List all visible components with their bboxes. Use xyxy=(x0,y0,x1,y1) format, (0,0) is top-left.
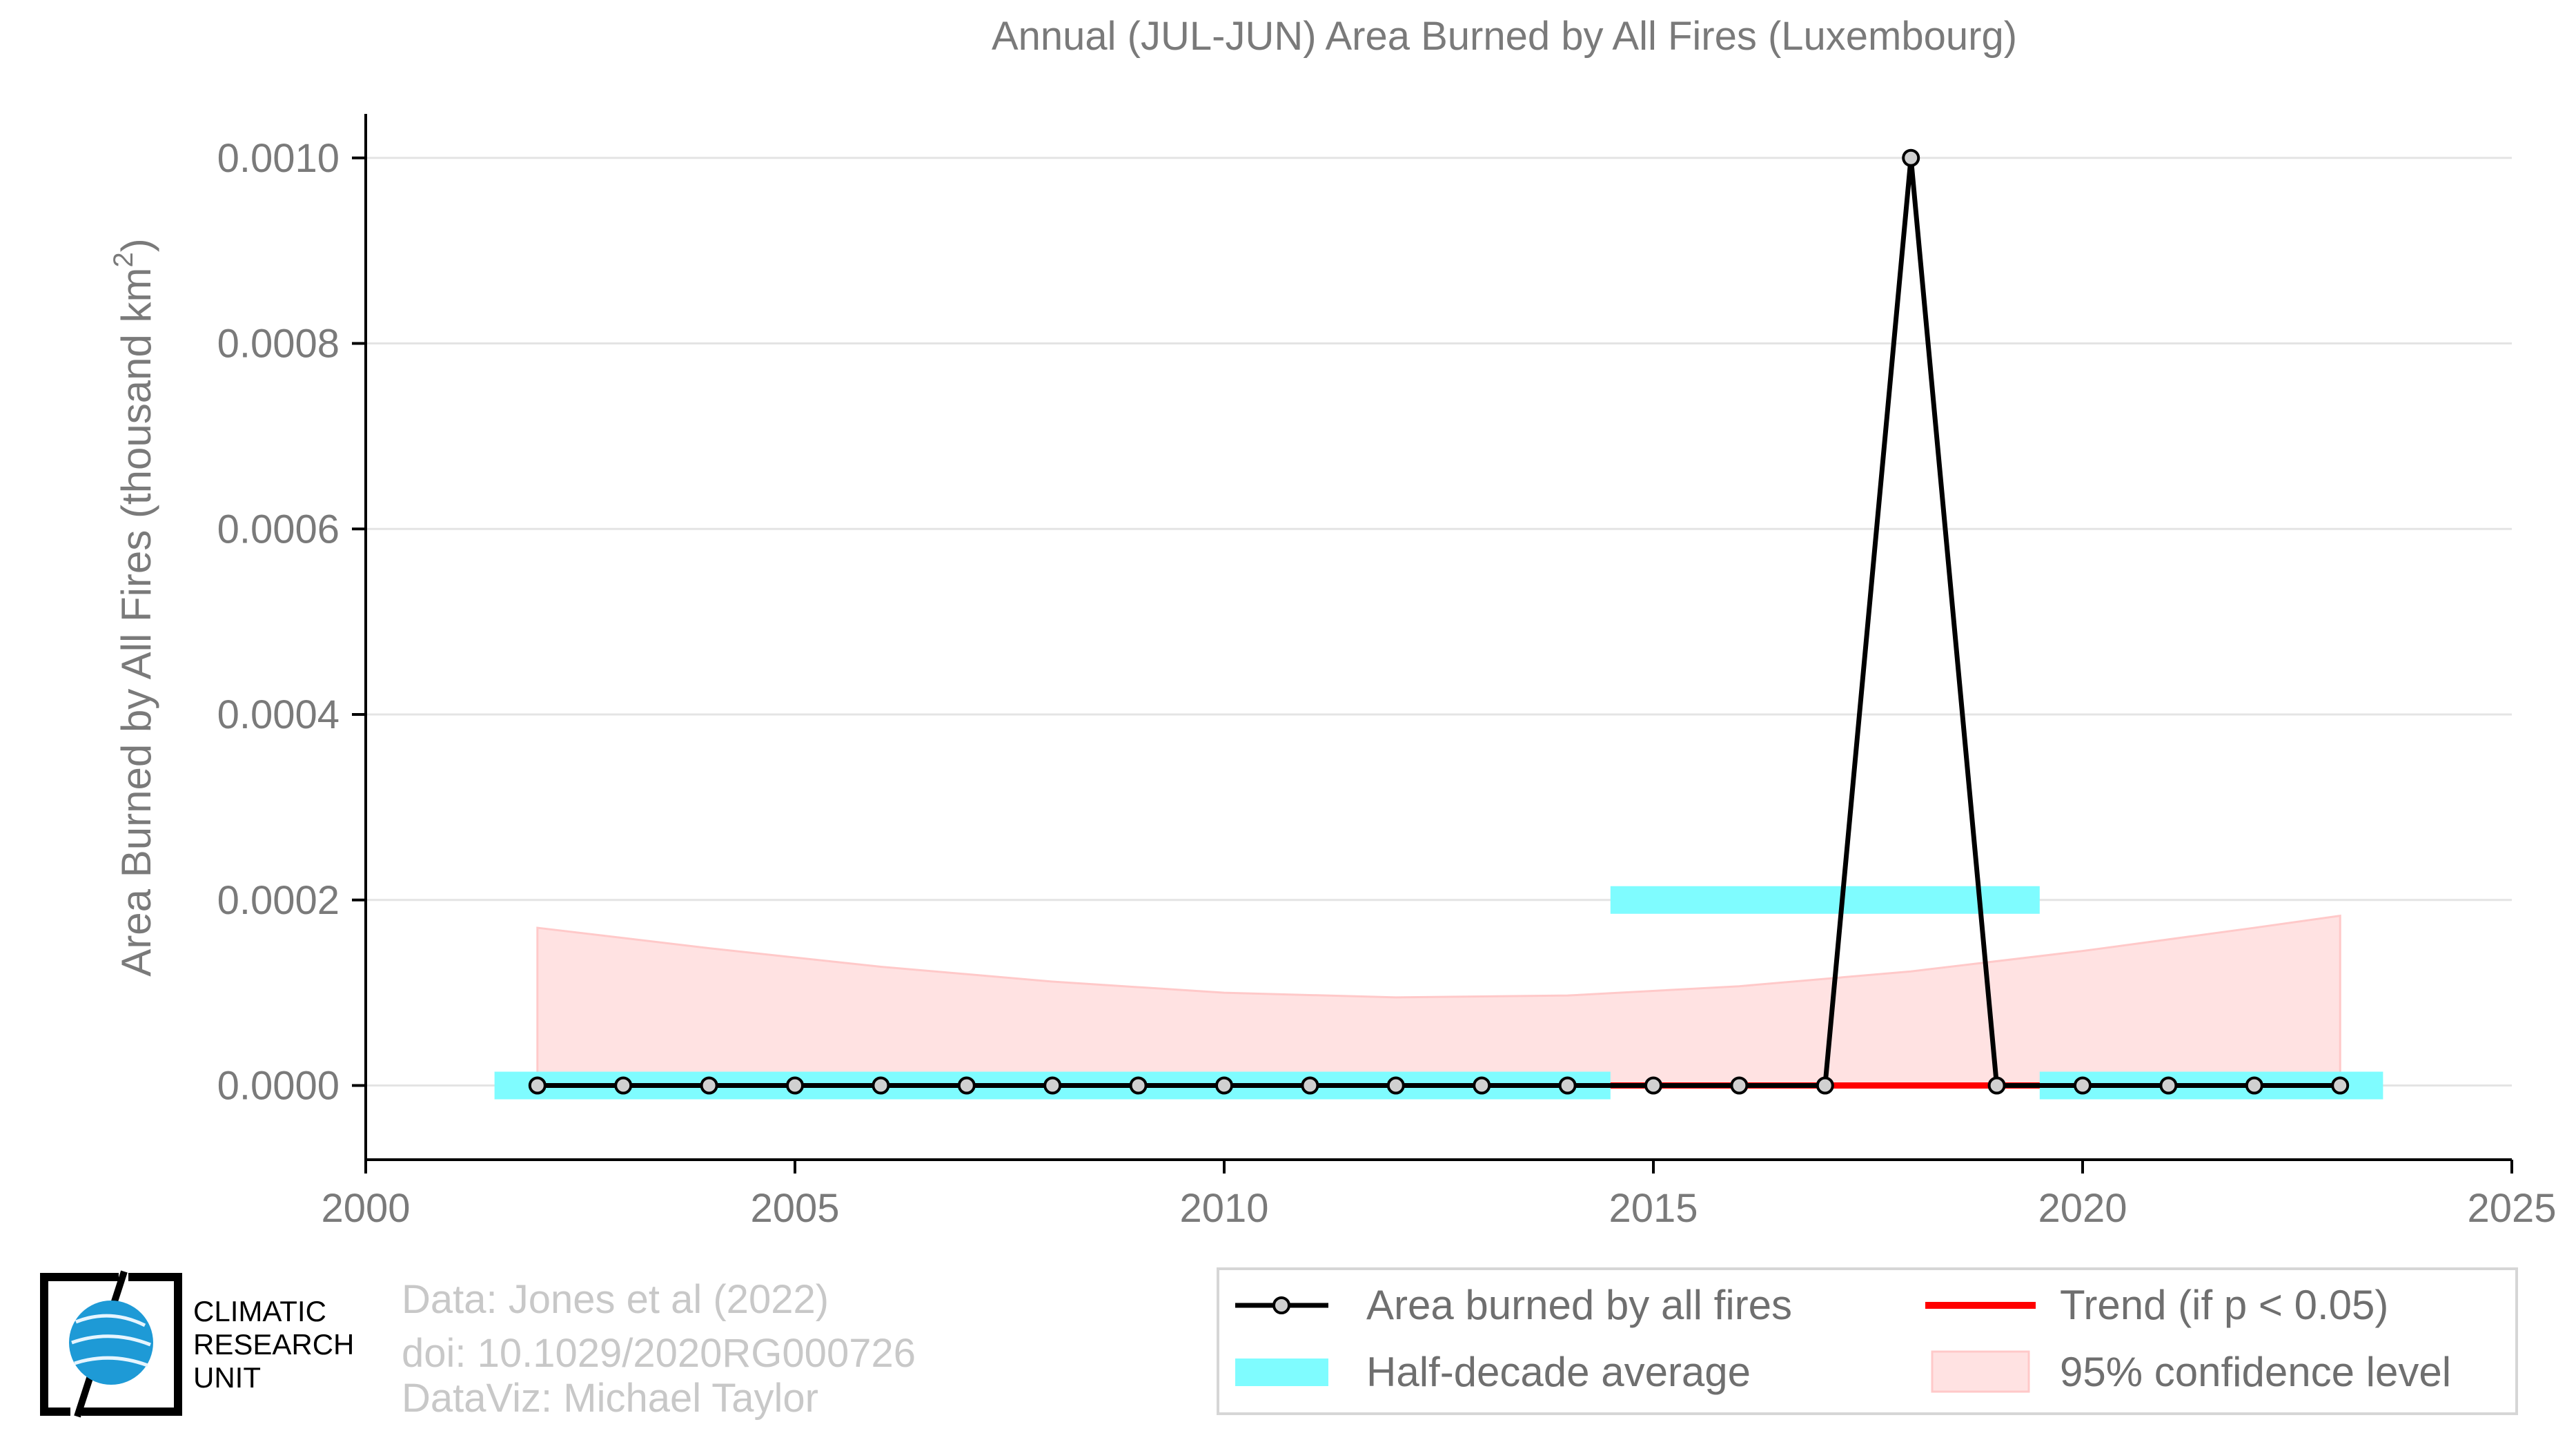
credits: Data: Jones et al (2022) doi: 10.1029/20… xyxy=(402,1277,916,1421)
y-axis-label: Area Burned by All Fires (thousand km2) xyxy=(108,238,159,976)
data-point-2019 xyxy=(1987,1076,2006,1095)
data-point-2002 xyxy=(528,1076,547,1095)
series-points-layer xyxy=(528,148,2350,1095)
legend: Area burned by all fires Trend (if p < 0… xyxy=(1217,1267,2518,1415)
data-point-2022 xyxy=(2245,1076,2263,1095)
legend-label-area-burned: Area burned by all fires xyxy=(1366,1282,1792,1328)
x-tick-label-5: 2025 xyxy=(2467,1186,2556,1231)
logo-text-unit: UNIT xyxy=(193,1361,261,1394)
legend-half-decade-swatch xyxy=(1235,1359,1328,1386)
y-tick-label-4: 0.0008 xyxy=(217,322,340,367)
data-point-2012 xyxy=(1386,1076,1405,1095)
data-point-2015 xyxy=(1644,1076,1662,1095)
data-point-2006 xyxy=(872,1076,890,1095)
data-point-2009 xyxy=(1129,1076,1148,1095)
credit-data-source: Data: Jones et al (2022) xyxy=(402,1277,829,1322)
legend-marker-swatch xyxy=(1272,1296,1290,1314)
legend-box xyxy=(1217,1267,2518,1415)
confidence-band-layer xyxy=(536,914,2341,1087)
x-tick-label-0: 2000 xyxy=(321,1186,410,1231)
legend-label-confidence: 95% confidence level xyxy=(2060,1349,2451,1395)
axes: 0.0000 0.0002 0.0004 0.0006 0.0008 0.0010 2000… xyxy=(217,114,2557,1231)
data-point-2011 xyxy=(1301,1076,1319,1095)
x-tick-label-2: 2010 xyxy=(1179,1186,1268,1231)
chart-title: Annual (JUL-JUN) Area Burned by All Fire… xyxy=(992,14,2017,59)
data-point-2005 xyxy=(786,1076,804,1095)
y-tick-label-2: 0.0004 xyxy=(217,692,340,737)
y-axis-label-superscript: 2 xyxy=(108,252,139,267)
legend-label-trend: Trend (if p < 0.05) xyxy=(2060,1282,2388,1328)
series-line-area-burned xyxy=(537,155,2341,1088)
logo-bracket-left xyxy=(40,1273,119,1416)
x-tick-label-3: 2015 xyxy=(1609,1186,1698,1231)
data-point-2008 xyxy=(1043,1076,1062,1095)
y-tick-label-3: 0.0006 xyxy=(217,507,340,552)
logo-text-research: RESEARCH xyxy=(193,1328,354,1361)
y-tick-label-0: 0.0000 xyxy=(217,1064,340,1109)
data-point-2017 xyxy=(1816,1076,1834,1095)
globe-swirl-lines xyxy=(71,1314,151,1367)
series-line-layer xyxy=(537,155,2341,1088)
data-point-2018 xyxy=(1902,148,1920,167)
data-point-2016 xyxy=(1730,1076,1749,1095)
logo-bracket-right xyxy=(81,1273,182,1416)
credit-doi: doi: 10.1029/2020RG000726 xyxy=(402,1331,916,1376)
data-point-2010 xyxy=(1215,1076,1233,1095)
cru-logo: CLIMATIC RESEARCH UNIT xyxy=(40,1270,354,1418)
data-point-2004 xyxy=(700,1076,718,1095)
half-decade-average-bar-1 xyxy=(1610,886,2040,914)
x-tick-label-4: 2020 xyxy=(2038,1186,2127,1231)
data-point-2007 xyxy=(957,1076,976,1095)
credit-dataviz: DataViz: Michael Taylor xyxy=(402,1376,818,1421)
y-axis-label-main: Area Burned by All Fires (thousand km xyxy=(113,268,159,977)
confidence-band xyxy=(536,914,2341,1087)
data-point-2020 xyxy=(2074,1076,2092,1095)
data-point-2023 xyxy=(2331,1076,2350,1095)
legend-label-half-decade: Half-decade average xyxy=(1366,1349,1751,1395)
data-point-2003 xyxy=(614,1076,633,1095)
data-point-2014 xyxy=(1558,1076,1577,1095)
legend-confidence-swatch xyxy=(1931,1350,2030,1393)
data-point-2013 xyxy=(1473,1076,1491,1095)
x-tick-label-1: 2005 xyxy=(750,1186,839,1231)
y-axis-label-close: ) xyxy=(113,238,159,252)
y-tick-label-1: 0.0002 xyxy=(217,878,340,923)
data-point-2021 xyxy=(2159,1076,2178,1095)
logo-text-climatic: CLIMATIC xyxy=(193,1295,326,1327)
y-tick-label-5: 0.0010 xyxy=(217,136,340,181)
